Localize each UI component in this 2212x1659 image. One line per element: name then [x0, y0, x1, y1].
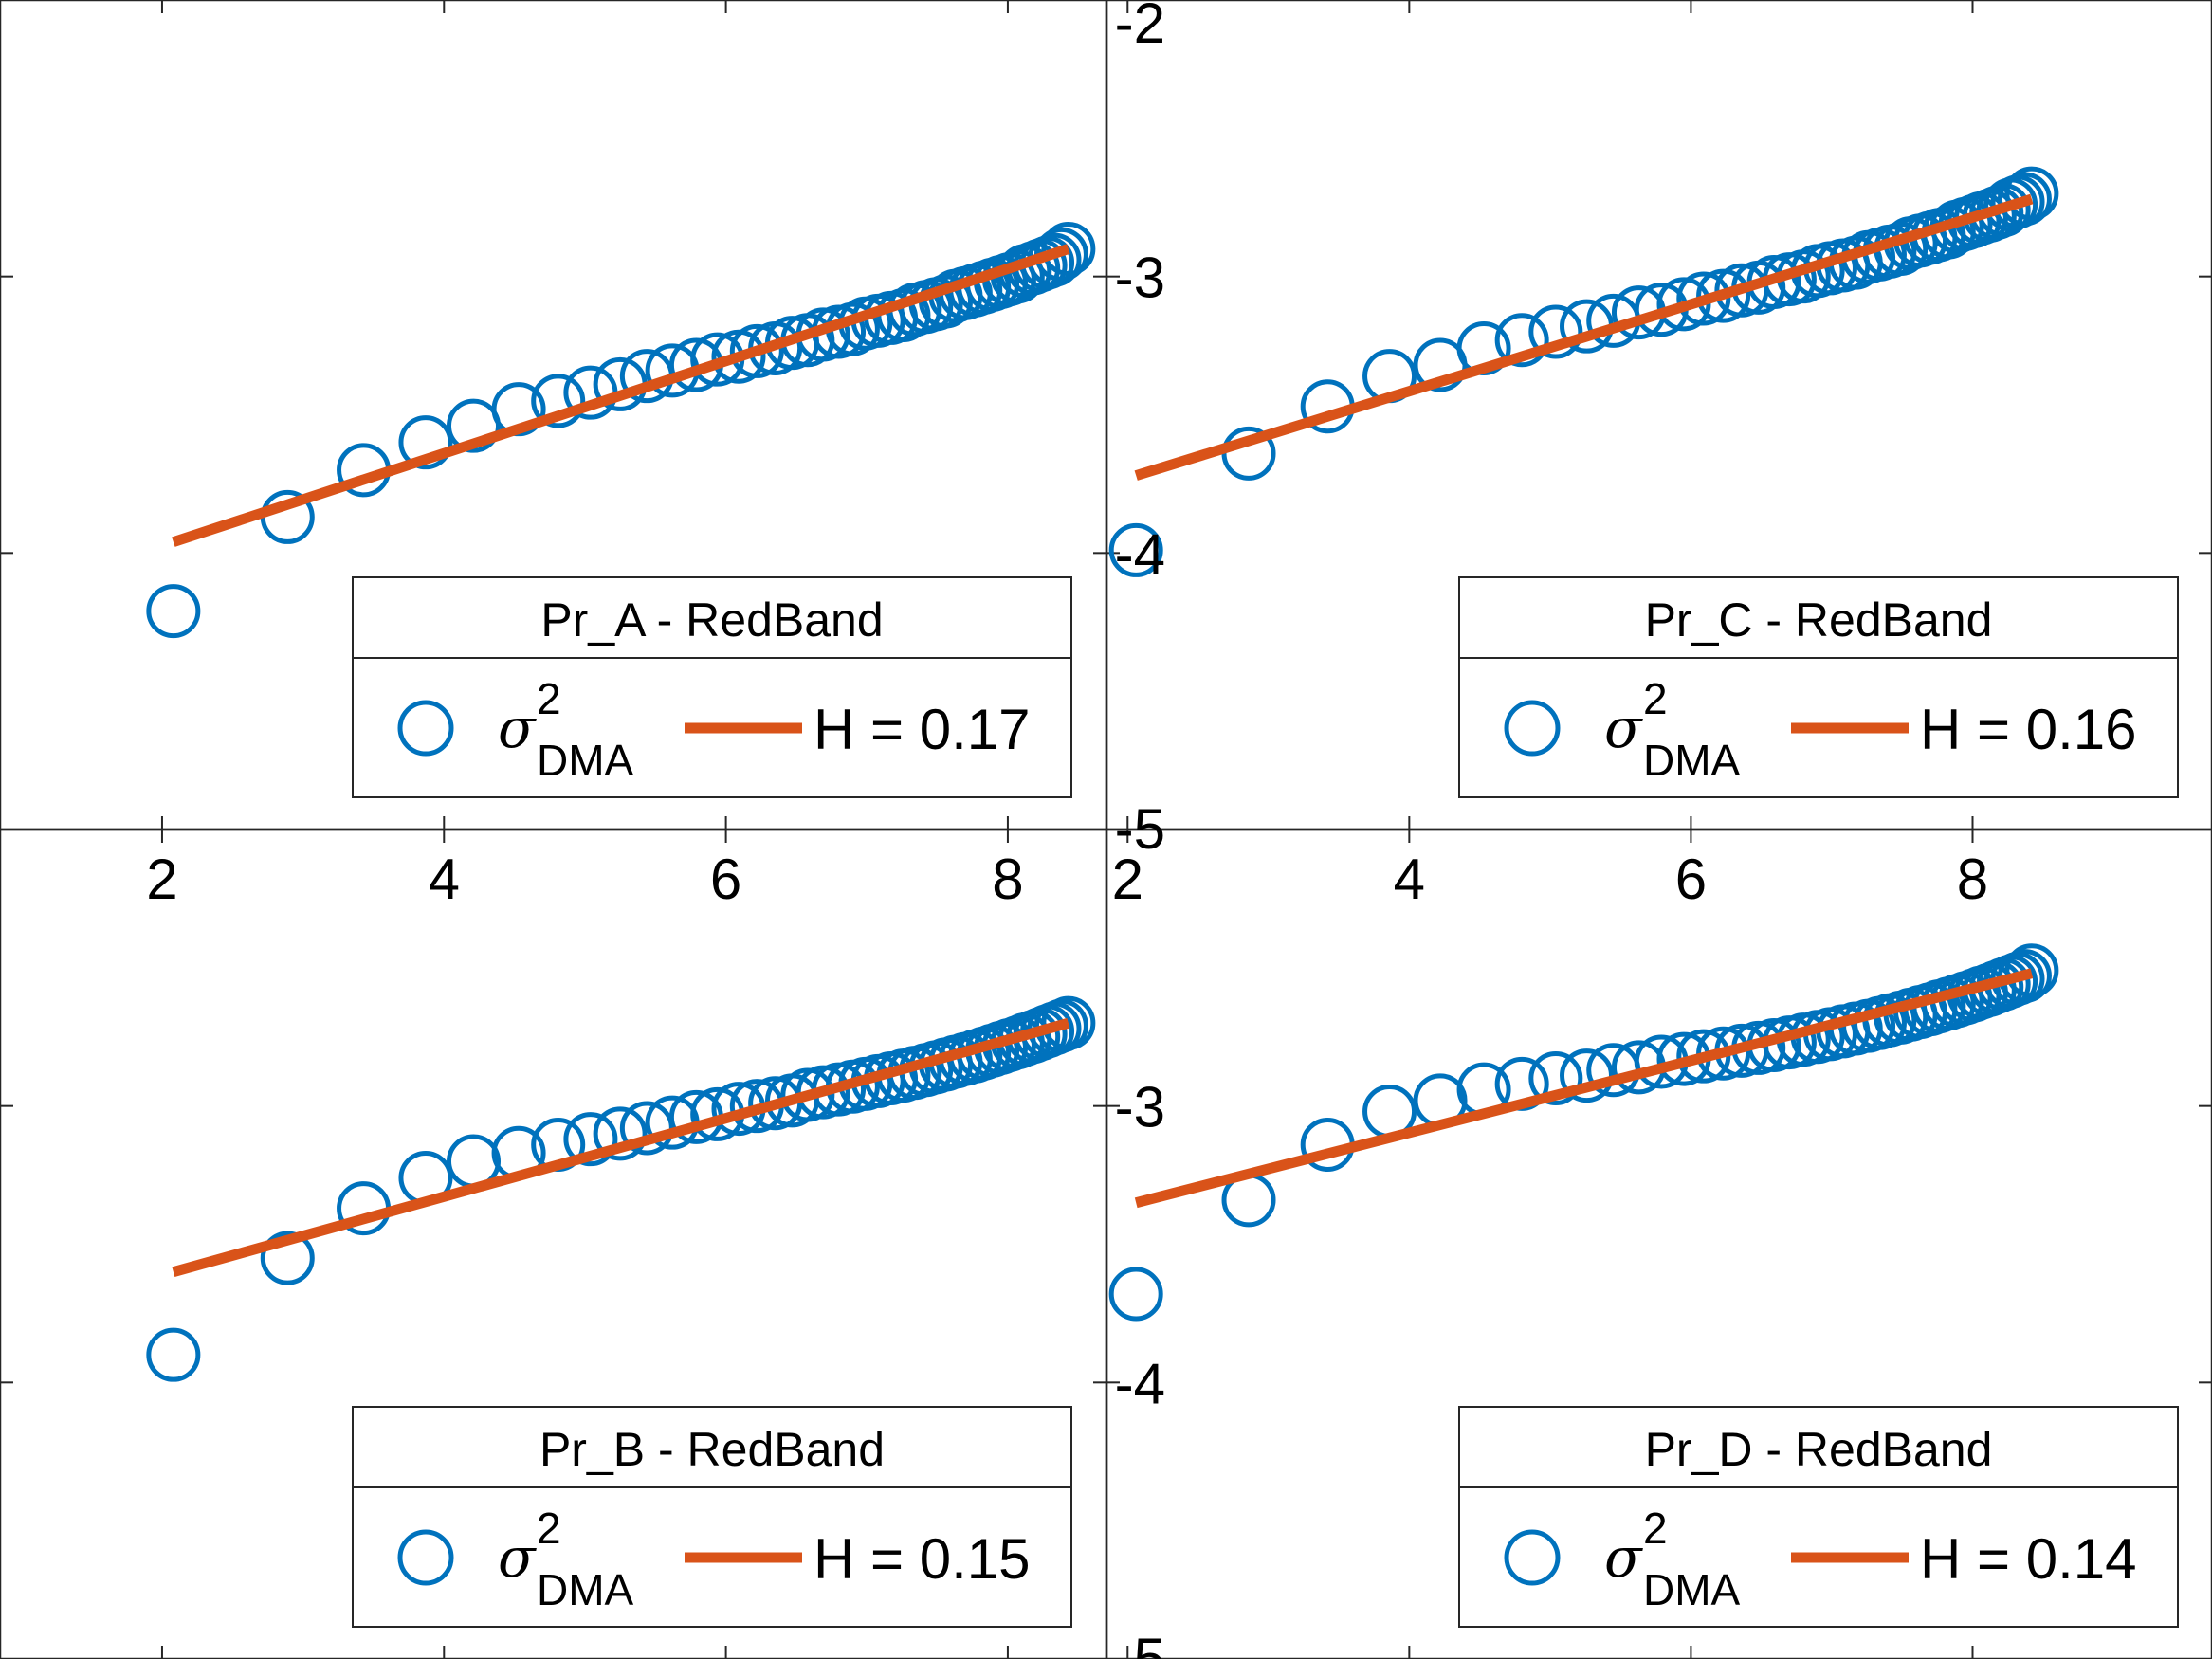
data-point	[1108, 1267, 1163, 1322]
data-point	[1676, 271, 1731, 326]
y-tick-label: -5	[1115, 797, 1165, 861]
data-point	[729, 323, 784, 378]
legend-marker-label: σ	[1604, 1525, 1643, 1590]
x-tick-label: 4	[1394, 848, 1425, 911]
x-tick-label: 2	[146, 848, 177, 911]
legend-title: Pr_B - RedBand	[539, 1423, 885, 1476]
legend-title: Pr_D - RedBand	[1645, 1423, 1993, 1476]
legend-marker-swatch	[397, 1529, 454, 1586]
fit-line	[172, 1017, 1070, 1277]
legend-marker-superscript: 2	[537, 1504, 561, 1553]
x-tick-label: 4	[429, 848, 460, 911]
x-tick-label: 2	[1112, 848, 1143, 911]
legend-box	[352, 1406, 1072, 1628]
data-point	[1494, 313, 1549, 368]
data-point	[260, 1231, 315, 1285]
legend-fit-label: H = 0.16	[1920, 698, 2137, 761]
y-tick-label: -2	[1115, 0, 1165, 55]
legend-fit-label: H = 0.14	[1920, 1527, 2137, 1591]
data-point	[398, 415, 453, 470]
data-point	[1997, 172, 2052, 227]
legend-marker-subscript: DMA	[1643, 1565, 1741, 1614]
fit-line	[1134, 193, 2034, 481]
legend-marker-superscript: 2	[1643, 674, 1668, 723]
y-tick-label: -4	[1115, 522, 1165, 586]
x-tick-label: 6	[1675, 848, 1707, 911]
legend-title: Pr_A - RedBand	[540, 593, 883, 647]
data-point	[146, 584, 201, 639]
data-point	[1041, 995, 1096, 1050]
data-point	[1528, 1051, 1583, 1105]
data-point	[1108, 522, 1163, 577]
data-point	[146, 1327, 201, 1382]
legend-marker-label: σ	[498, 1525, 537, 1590]
y-tick-label: -3	[1115, 246, 1165, 310]
series-markers	[1108, 166, 2059, 577]
legend-fit-label: H = 0.17	[814, 698, 1031, 761]
data-point	[563, 1112, 618, 1167]
legend-marker-superscript: 2	[1643, 1504, 1668, 1553]
data-point	[1528, 304, 1583, 359]
data-point	[1560, 1048, 1615, 1103]
legend-marker-superscript: 2	[537, 674, 561, 723]
axes-box	[1105, 828, 2212, 1659]
legend-marker-swatch	[397, 700, 454, 757]
legend-fit-label: H = 0.15	[814, 1527, 1031, 1591]
y-tick-label: -4	[1115, 1352, 1165, 1415]
x-tick-label: 6	[710, 848, 741, 911]
y-tick-label: -5	[1115, 1627, 1165, 1659]
legend-marker-subscript: DMA	[1643, 736, 1741, 785]
legend-box	[352, 576, 1072, 798]
data-point	[2004, 943, 2059, 998]
legend-marker-swatch	[1504, 700, 1561, 757]
legend-marker-swatch	[1504, 1529, 1561, 1586]
data-point	[593, 1106, 648, 1161]
data-point	[2004, 166, 2059, 221]
legend-box	[1458, 576, 2179, 798]
legend-marker-label: σ	[498, 696, 537, 760]
legend-title: Pr_C - RedBand	[1645, 593, 1993, 647]
y-tick-label: -3	[1115, 1076, 1165, 1139]
legend-marker-subscript: DMA	[537, 1565, 634, 1614]
x-tick-label: 8	[1957, 848, 1988, 911]
data-point	[531, 374, 586, 428]
legend-marker-label: σ	[1604, 696, 1643, 760]
data-point	[1041, 222, 1096, 276]
fit-line	[172, 244, 1070, 547]
legend-marker-subscript: DMA	[537, 736, 634, 785]
fit-line	[1134, 968, 2034, 1209]
x-tick-label: 8	[992, 848, 1023, 911]
legend-box	[1458, 1406, 2179, 1628]
